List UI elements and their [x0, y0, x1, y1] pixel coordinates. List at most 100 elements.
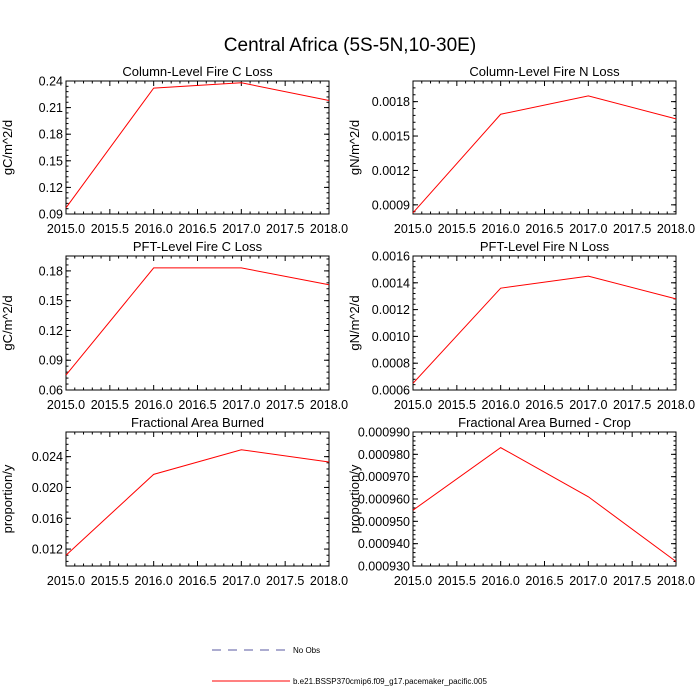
x-tick-label: 2015.5	[91, 222, 129, 236]
y-tick-label: 0.000990	[358, 426, 410, 440]
series-line	[412, 447, 677, 562]
y-tick-label: 0.024	[32, 450, 63, 464]
y-tick-label: 0.0015	[372, 130, 410, 144]
y-tick-label: 0.12	[39, 324, 63, 338]
plot-frame	[412, 80, 677, 215]
x-tick-label: 2016.5	[525, 398, 563, 412]
y-axis-label: gC/m^2/d	[0, 120, 15, 175]
panel-6: Fractional Area Burned - Crop 2015.0 2015.…	[347, 415, 695, 588]
y-tick-label: 0.12	[39, 181, 63, 195]
x-tick-label: 2016.0	[135, 398, 173, 412]
panel-title: Column-Level Fire C Loss	[122, 64, 273, 79]
x-tick-label: 2016.5	[525, 222, 563, 236]
x-tick-label: 2017.0	[222, 222, 260, 236]
panel-title: Column-Level Fire N Loss	[469, 64, 620, 79]
y-tick-label: 0.000940	[358, 537, 410, 551]
y-tick-label: 0.0006	[372, 384, 410, 398]
x-tick-label: 2018.0	[310, 398, 348, 412]
x-tick-label: 2016.0	[482, 574, 520, 588]
x-tick-label: 2017.0	[569, 398, 607, 412]
y-axis-label: gC/m^2/d	[0, 295, 15, 350]
y-tick-label: 0.24	[39, 75, 63, 89]
x-tick-label: 2017.0	[569, 222, 607, 236]
series-line	[412, 95, 677, 214]
x-tick-label: 2018.0	[657, 574, 695, 588]
x-tick-label: 2015.0	[394, 222, 432, 236]
y-tick-label: 0.000950	[358, 515, 410, 529]
panel-title: PFT-Level Fire C Loss	[133, 239, 263, 254]
y-tick-label: 0.06	[39, 384, 63, 398]
x-tick-label: 2016.5	[178, 574, 216, 588]
x-tick-label: 2018.0	[657, 398, 695, 412]
x-tick-label: 2017.5	[266, 398, 304, 412]
y-axis-label: gN/m^2/d	[347, 295, 362, 350]
y-axis-label: gN/m^2/d	[347, 120, 362, 175]
panel-4: PFT-Level Fire N Loss 2015.0 2015.5 2016.0 2…	[347, 239, 695, 412]
plot-frame	[412, 431, 677, 567]
y-tick-label: 0.0012	[372, 164, 410, 178]
panel-title: Fractional Area Burned	[131, 415, 264, 430]
x-tick-label: 2016.0	[135, 574, 173, 588]
series-line	[412, 275, 677, 384]
y-tick-label: 0.000960	[358, 493, 410, 507]
y-tick-label: 0.000930	[358, 560, 410, 574]
y-tick-label: 0.0009	[372, 198, 410, 212]
plot-frame	[65, 255, 330, 391]
y-tick-label: 0.0012	[372, 303, 410, 317]
y-tick-label: 0.18	[39, 264, 63, 278]
x-tick-label: 2015.0	[47, 398, 85, 412]
panel-1: Column-Level Fire C Loss 2015.0 2015.5 2016…	[0, 64, 348, 236]
y-tick-label: 0.21	[39, 101, 63, 115]
x-tick-label: 2018.0	[657, 222, 695, 236]
y-tick-label: 0.000980	[358, 448, 410, 462]
panel-5: Fractional Area Burned 2015.0 2015.5 2016.0…	[0, 415, 348, 588]
x-tick-label: 2017.0	[222, 574, 260, 588]
x-tick-label: 2018.0	[310, 222, 348, 236]
y-axis-label: proportion/y	[347, 464, 362, 533]
x-tick-label: 2015.5	[91, 574, 129, 588]
y-tick-label: 0.0016	[372, 250, 410, 264]
x-tick-label: 2016.0	[482, 398, 520, 412]
legend: No Obs b.e21.BSSP370cmip6.f09_g17.pacemak…	[212, 646, 487, 686]
y-tick-label: 0.020	[32, 481, 63, 495]
y-tick-label: 0.15	[39, 154, 63, 168]
panel-2: Column-Level Fire N Loss 2015.0 2015.5 2016…	[347, 64, 695, 236]
plot-frame	[65, 80, 330, 215]
plot-frame	[412, 255, 677, 391]
y-axis-label: proportion/y	[0, 464, 15, 533]
y-tick-label: 0.0008	[372, 357, 410, 371]
panel-3: PFT-Level Fire C Loss 2015.0 2015.5 2016.0 2…	[0, 239, 348, 412]
x-tick-label: 2017.5	[266, 574, 304, 588]
x-tick-label: 2016.5	[178, 222, 216, 236]
series-line	[65, 82, 330, 209]
plot-frame	[65, 431, 330, 567]
x-tick-label: 2015.5	[438, 398, 476, 412]
figure-title: Central Africa (5S-5N,10-30E)	[224, 35, 476, 56]
y-tick-label: 0.016	[32, 512, 63, 526]
x-tick-label: 2018.0	[310, 574, 348, 588]
x-tick-label: 2015.0	[47, 574, 85, 588]
y-tick-label: 0.09	[39, 354, 63, 368]
x-tick-label: 2017.5	[266, 222, 304, 236]
x-tick-label: 2016.0	[135, 222, 173, 236]
x-tick-label: 2015.5	[438, 222, 476, 236]
legend-label: b.e21.BSSP370cmip6.f09_g17.pacemaker_pac…	[293, 677, 487, 686]
y-tick-label: 0.000970	[358, 470, 410, 484]
x-tick-label: 2016.5	[178, 398, 216, 412]
series-line	[65, 267, 330, 376]
panel-title: Fractional Area Burned - Crop	[458, 415, 631, 430]
panels: Column-Level Fire C Loss 2015.0 2015.5 2016…	[0, 64, 695, 588]
panel-title: PFT-Level Fire N Loss	[480, 239, 610, 254]
x-tick-label: 2017.5	[613, 222, 651, 236]
y-tick-label: 0.0010	[372, 330, 410, 344]
x-tick-label: 2017.5	[613, 398, 651, 412]
y-tick-label: 0.15	[39, 294, 63, 308]
x-tick-label: 2015.5	[438, 574, 476, 588]
x-tick-label: 2016.5	[525, 574, 563, 588]
x-tick-label: 2016.0	[482, 222, 520, 236]
y-tick-label: 0.18	[39, 128, 63, 142]
x-tick-label: 2015.0	[394, 574, 432, 588]
y-tick-label: 0.0014	[372, 276, 410, 290]
x-tick-label: 2017.0	[222, 398, 260, 412]
